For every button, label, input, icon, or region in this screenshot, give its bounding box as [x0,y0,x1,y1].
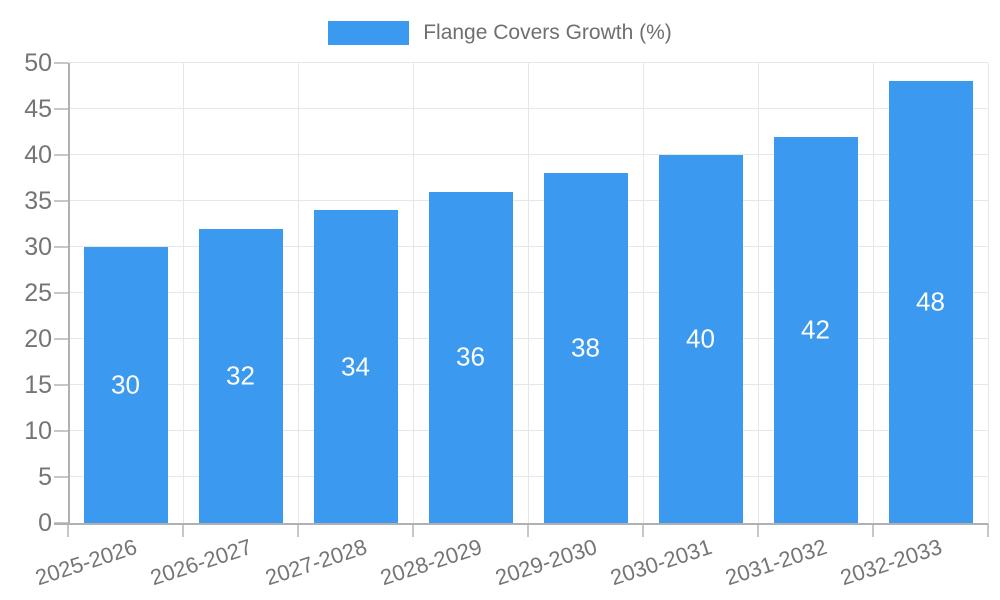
y-axis-line [68,63,70,523]
y-tick-label: 10 [24,417,52,445]
x-axis-tick [412,523,414,537]
y-tick-label: 35 [24,187,52,215]
x-axis-tick [757,523,759,537]
y-axis-tick [54,384,68,386]
legend-label: Flange Covers Growth (%) [423,21,672,44]
bar [198,228,283,523]
bar-value-label: 32 [226,360,255,391]
bar-value-label: 34 [341,351,370,382]
x-tick-label: 2026-2027 [147,534,256,591]
x-axis-tick [642,523,644,537]
y-axis-tick [54,430,68,432]
y-tick-label: 30 [24,233,52,261]
x-tick-label: 2027-2028 [262,534,371,591]
x-axis-tick [987,523,989,537]
y-axis-tick [54,200,68,202]
x-gridline [183,63,184,523]
bar [543,173,628,523]
bar-value-label: 48 [916,286,945,317]
bar [888,81,973,523]
x-tick-label: 2029-2030 [492,534,601,591]
y-tick-label: 20 [24,325,52,353]
x-axis-tick [872,523,874,537]
x-gridline [873,63,874,523]
x-gridline [413,63,414,523]
bar [83,247,168,523]
x-axis-tick [297,523,299,537]
y-axis-tick [54,476,68,478]
x-tick-label: 2028-2029 [377,534,486,591]
bar-value-label: 40 [686,323,715,354]
y-tick-label: 40 [24,141,52,169]
x-axis-tick [527,523,529,537]
bar [313,210,398,523]
bar [658,155,743,523]
y-gridline [68,62,988,63]
x-axis-tick [182,523,184,537]
y-axis-tick [54,338,68,340]
y-axis-tick [54,292,68,294]
y-axis-tick [54,108,68,110]
bar [428,191,513,523]
x-gridline [528,63,529,523]
bar-value-label: 30 [111,369,140,400]
x-axis-line [54,523,988,525]
y-tick-label: 25 [24,279,52,307]
y-tick-label: 45 [24,95,52,123]
x-axis-tick [67,523,69,537]
y-axis-tick [54,154,68,156]
x-gridline [643,63,644,523]
bar [773,136,858,523]
legend[interactable]: Flange Covers Growth (%) [0,18,1000,48]
x-tick-label: 2025-2026 [32,534,141,591]
y-tick-label: 50 [24,49,52,77]
x-gridline [758,63,759,523]
y-axis-tick [54,246,68,248]
legend-swatch [328,21,410,45]
bar-value-label: 42 [801,314,830,345]
x-tick-label: 2030-2031 [607,534,716,591]
x-tick-label: 2031-2032 [722,534,831,591]
y-axis-tick [54,62,68,64]
y-tick-label: 5 [38,463,52,491]
y-tick-label: 15 [24,371,52,399]
x-gridline [298,63,299,523]
y-tick-label: 0 [38,509,52,537]
bar-value-label: 38 [571,332,600,363]
bar-value-label: 36 [456,341,485,372]
x-tick-label: 2032-2033 [837,534,946,591]
x-gridline [988,63,989,523]
